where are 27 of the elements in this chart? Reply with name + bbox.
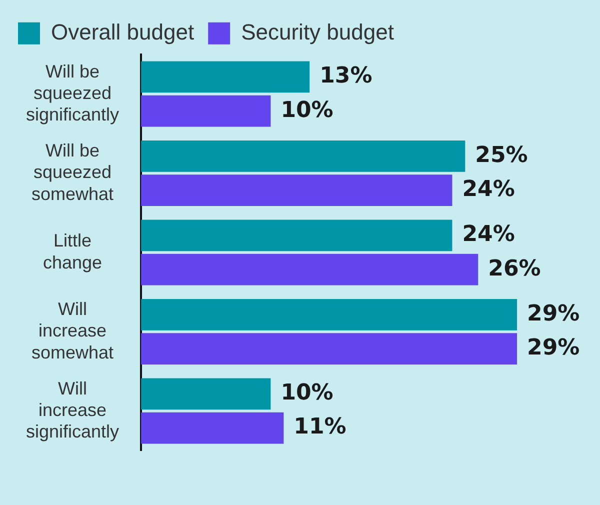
bar [141, 412, 284, 444]
y-tick-label: Little change [42, 230, 102, 272]
bar [141, 254, 478, 286]
data-label: 25% [475, 142, 528, 168]
data-label: 10% [280, 98, 334, 123]
bar [141, 299, 518, 330]
data-label: 10% [280, 380, 334, 406]
legend-label: Security budget [241, 19, 394, 44]
y-tick-label: Will increase somewhat [31, 299, 114, 362]
bar [141, 174, 452, 206]
bar [141, 61, 310, 93]
bar [141, 333, 518, 364]
bar [141, 95, 271, 127]
data-label: 24% [462, 177, 515, 202]
data-label: 13% [320, 64, 372, 89]
legend-label: Overall budget [51, 19, 194, 44]
data-label: 24% [462, 222, 515, 248]
bar [141, 378, 271, 410]
data-label: 29% [527, 335, 580, 360]
bar [141, 140, 466, 172]
y-tick-label: Will be squeezed significantly [26, 61, 120, 125]
bar [141, 220, 452, 252]
y-tick-label: Will be squeezed somewhat [31, 140, 114, 204]
y-tick-label: Will increase significantly [26, 378, 120, 442]
data-label: 26% [488, 256, 541, 282]
data-label: 29% [527, 301, 580, 326]
data-label: 11% [294, 414, 346, 440]
